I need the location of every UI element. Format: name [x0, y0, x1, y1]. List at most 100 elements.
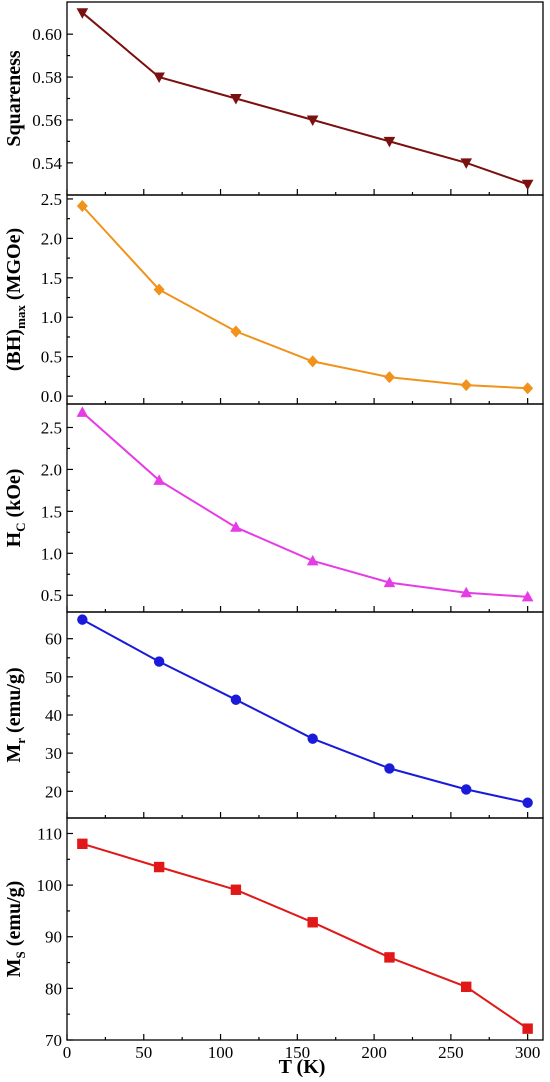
y-tick-label: 0.60	[32, 25, 62, 44]
data-point	[384, 763, 395, 774]
data-point	[522, 382, 534, 395]
series-line	[82, 842, 529, 1030]
y-tick-label: 0.0	[41, 387, 62, 406]
y-tick-label: 1.0	[41, 544, 62, 563]
panel-frame	[66, 817, 544, 1041]
data-point	[76, 200, 88, 213]
data-point	[230, 325, 242, 338]
y-tick-label: 2.0	[41, 229, 62, 248]
series-line	[81, 205, 528, 390]
data-point	[460, 586, 473, 598]
panel-frame	[66, 403, 544, 613]
y-axis-title-subscript: C	[13, 522, 28, 531]
data-point	[153, 861, 165, 873]
data-point	[306, 554, 319, 566]
x-tick-label: 100	[208, 1043, 234, 1062]
x-tick-labels: 0 50 100 150 200 250 300	[63, 1043, 541, 1062]
data-point	[77, 838, 88, 850]
y-axis-title-main: H	[3, 531, 25, 547]
data-point	[383, 371, 395, 384]
data-point	[76, 8, 89, 19]
x-tick-label: 50	[135, 1043, 152, 1062]
y-tick-label: 0.56	[32, 111, 62, 130]
y-axis-title: HC (kOe)	[3, 469, 28, 548]
y-tick-label: 40	[45, 706, 62, 725]
y-tick-label: 2.5	[41, 190, 62, 209]
data-point	[307, 355, 319, 368]
data-point	[76, 406, 89, 417]
x-tick-label: 200	[361, 1043, 387, 1062]
y-tick-label: 0.58	[32, 68, 62, 87]
x-tick-label: 250	[438, 1043, 464, 1062]
y-tick-label: 80	[45, 979, 62, 998]
y-tick-label: 20	[45, 782, 62, 801]
y-tick-label: 2.5	[41, 418, 62, 437]
y-tick-label: 30	[45, 744, 62, 763]
data-point	[77, 614, 88, 625]
data-point	[521, 179, 534, 191]
y-tick-label: 100	[37, 876, 63, 895]
y-axis-title-subscript: max	[13, 305, 28, 329]
data-point	[230, 884, 242, 895]
data-point	[461, 981, 472, 993]
y-tick-label: 1.0	[41, 308, 62, 327]
series-line	[81, 618, 528, 804]
panel-3: 0.5 1.0 1.5 2.0 2.5 HC (kOe)	[3, 403, 544, 613]
y-axis-title-unit: (kOe)	[3, 469, 25, 523]
x-axis-title: T (K)	[279, 1056, 326, 1078]
data-point	[521, 590, 534, 602]
panel-1: 0.54 0.56 0.58 0.60 Squareness	[3, 1, 544, 196]
data-point	[230, 521, 242, 532]
data-point	[383, 576, 396, 588]
panel-5: 70 80 90 100 110 MS (emu/g)	[3, 817, 544, 1050]
y-axis-title: MS (emu/g)	[3, 881, 28, 978]
y-tick-label: 0.54	[32, 154, 62, 173]
y-axis-title-unit: (MGOe)	[3, 228, 25, 305]
y-axis-title-main: M	[3, 744, 25, 763]
y-axis-title: Squareness	[3, 50, 25, 147]
x-tick-label: 300	[515, 1043, 541, 1062]
data-point	[307, 917, 318, 928]
y-axis-title-main: Squareness	[3, 50, 25, 147]
chart-panels: 0.54 0.56 0.58 0.60 Squareness 0.0 0.5 1.0 1.5 2.…	[3, 1, 544, 1062]
y-axis-title: Mr (emu/g)	[3, 667, 28, 762]
y-axis-title-subscript: S	[13, 951, 28, 958]
data-point	[153, 474, 165, 485]
y-axis-title-unit: (emu/g)	[3, 667, 25, 738]
y-axis-title-subscript: r	[13, 738, 28, 744]
data-point	[383, 136, 396, 148]
data-point	[153, 656, 165, 667]
data-point	[522, 1023, 533, 1034]
x-tick-label: 0	[63, 1043, 72, 1062]
y-tick-label: 1.5	[41, 502, 62, 521]
y-tick-label: 0.5	[41, 586, 62, 605]
y-tick-label: 50	[45, 668, 62, 687]
data-point	[384, 952, 395, 963]
data-point	[460, 379, 472, 392]
panel-frame	[66, 1, 544, 196]
data-point	[153, 283, 165, 296]
y-tick-label: 110	[37, 824, 62, 843]
data-point	[522, 797, 533, 808]
y-axis-title-main: (BH)	[3, 329, 25, 371]
y-tick-label: 90	[45, 928, 62, 947]
x-tick-label: 150	[285, 1043, 311, 1062]
y-tick-label: 70	[45, 1031, 62, 1050]
panel-frame	[66, 194, 544, 405]
panel-frame	[66, 611, 544, 819]
y-tick-label: 1.5	[41, 269, 62, 288]
panel-2: 0.0 0.5 1.0 1.5 2.0 2.5 (BH)max (MGOe)	[3, 190, 544, 406]
data-point	[153, 72, 165, 84]
data-point	[461, 784, 472, 795]
y-tick-label: 60	[45, 630, 62, 649]
data-point	[306, 115, 319, 126]
data-point	[230, 94, 242, 105]
data-point	[460, 158, 473, 169]
y-axis-title-main: M	[3, 958, 25, 977]
y-tick-label: 2.0	[41, 460, 62, 479]
panel-4: 20 30 40 50 60 Mr (emu/g)	[3, 611, 544, 819]
data-point	[230, 694, 242, 705]
y-tick-label: 0.5	[41, 348, 62, 367]
data-point	[307, 733, 318, 744]
